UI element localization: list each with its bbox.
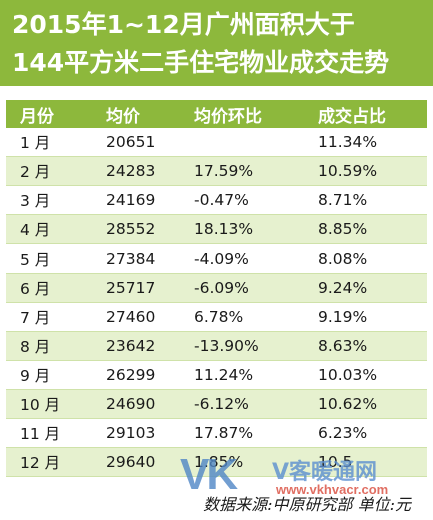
cell-mom-change xyxy=(180,128,304,158)
cell-share: 9.19% xyxy=(304,302,427,332)
cell-month: 10 月 xyxy=(6,389,92,420)
cell-avg-price: 24690 xyxy=(92,389,180,420)
source-footer: 数据来源:中原研究部 单位:元 xyxy=(203,495,411,514)
transaction-table: 月份 均价 均价环比 成交占比 1 月 20651 11.34% 2 月 24283 17… xyxy=(6,100,427,478)
cell-share: 10.59% xyxy=(304,156,427,187)
cell-avg-price: 27460 xyxy=(92,302,180,332)
cell-share: 10.03% xyxy=(304,360,427,390)
table-row: 2 月 24283 17.59% 10.59% xyxy=(6,156,427,187)
cell-mom-change: 1.85% xyxy=(180,447,304,478)
table-header-row: 月份 均价 均价环比 成交占比 xyxy=(6,100,427,129)
cell-mom-change: 17.87% xyxy=(180,418,304,449)
data-table-container: 月份 均价 均价环比 成交占比 1 月 20651 11.34% 2 月 24283 17… xyxy=(6,100,427,478)
cell-month: 11 月 xyxy=(6,418,92,449)
table-row: 10 月 24690 -6.12% 10.62% xyxy=(6,389,427,420)
cell-month: 5 月 xyxy=(6,243,92,274)
title-line-1: 2015年1~12月广州面积大于 xyxy=(12,10,355,39)
cell-avg-price: 29640 xyxy=(92,447,180,478)
cell-avg-price: 29103 xyxy=(92,418,180,449)
cell-mom-change: 17.59% xyxy=(180,156,304,187)
cell-mom-change: -6.12% xyxy=(180,389,304,420)
cell-month: 1 月 xyxy=(6,128,92,158)
cell-month: 4 月 xyxy=(6,214,92,245)
table-row: 6 月 25717 -6.09% 9.24% xyxy=(6,273,427,303)
title-banner: 2015年1~12月广州面积大于 144平方米二手住宅物业成交走势 xyxy=(0,0,433,86)
cell-month: 2 月 xyxy=(6,156,92,187)
table-row: 12 月 29640 1.85% 10.5 xyxy=(6,447,427,478)
cell-month: 7 月 xyxy=(6,302,92,332)
cell-share: 9.24% xyxy=(304,273,427,303)
cell-mom-change: 18.13% xyxy=(180,214,304,245)
cell-share: 8.08% xyxy=(304,243,427,274)
cell-mom-change: -0.47% xyxy=(180,185,304,216)
header-avg-price: 均价 xyxy=(92,100,180,129)
cell-avg-price: 26299 xyxy=(92,360,180,390)
table-row: 1 月 20651 11.34% xyxy=(6,128,427,158)
cell-avg-price: 23642 xyxy=(92,331,180,361)
cell-month: 6 月 xyxy=(6,273,92,303)
cell-avg-price: 24169 xyxy=(92,185,180,216)
table-row: 9 月 26299 11.24% 10.03% xyxy=(6,360,427,390)
cell-share: 11.34% xyxy=(304,128,427,158)
cell-month: 12 月 xyxy=(6,447,92,478)
table-row: 4 月 28552 18.13% 8.85% xyxy=(6,214,427,245)
cell-share: 10.5 xyxy=(304,447,427,478)
cell-avg-price: 27384 xyxy=(92,243,180,274)
cell-share: 10.62% xyxy=(304,389,427,420)
table-row: 11 月 29103 17.87% 6.23% xyxy=(6,418,427,449)
header-month: 月份 xyxy=(6,100,92,129)
table-row: 3 月 24169 -0.47% 8.71% xyxy=(6,185,427,216)
cell-avg-price: 25717 xyxy=(92,273,180,303)
title-line-2: 144平方米二手住宅物业成交走势 xyxy=(12,48,390,77)
watermark-url: www.vkhvacr.com xyxy=(276,482,389,497)
cell-share: 8.63% xyxy=(304,331,427,361)
cell-mom-change: 6.78% xyxy=(180,302,304,332)
cell-month: 9 月 xyxy=(6,360,92,390)
cell-mom-change: -4.09% xyxy=(180,243,304,274)
table-row: 7 月 27460 6.78% 9.19% xyxy=(6,302,427,332)
cell-avg-price: 20651 xyxy=(92,128,180,158)
watermark: VK V客暖通网 www.vkhvacr.com xyxy=(180,448,430,499)
cell-share: 8.71% xyxy=(304,185,427,216)
cell-month: 3 月 xyxy=(6,185,92,216)
cell-share: 8.85% xyxy=(304,214,427,245)
header-mom-change: 均价环比 xyxy=(180,100,304,129)
header-share: 成交占比 xyxy=(304,100,427,129)
cell-mom-change: 11.24% xyxy=(180,360,304,390)
watermark-logo: VK xyxy=(180,450,238,499)
cell-mom-change: -13.90% xyxy=(180,331,304,361)
cell-avg-price: 28552 xyxy=(92,214,180,245)
table-row: 8 月 23642 -13.90% 8.63% xyxy=(6,331,427,361)
cell-avg-price: 24283 xyxy=(92,156,180,187)
cell-mom-change: -6.09% xyxy=(180,273,304,303)
watermark-name: V客暖通网 xyxy=(272,460,378,485)
cell-month: 8 月 xyxy=(6,331,92,361)
table-row: 5 月 27384 -4.09% 8.08% xyxy=(6,243,427,274)
cell-share: 6.23% xyxy=(304,418,427,449)
